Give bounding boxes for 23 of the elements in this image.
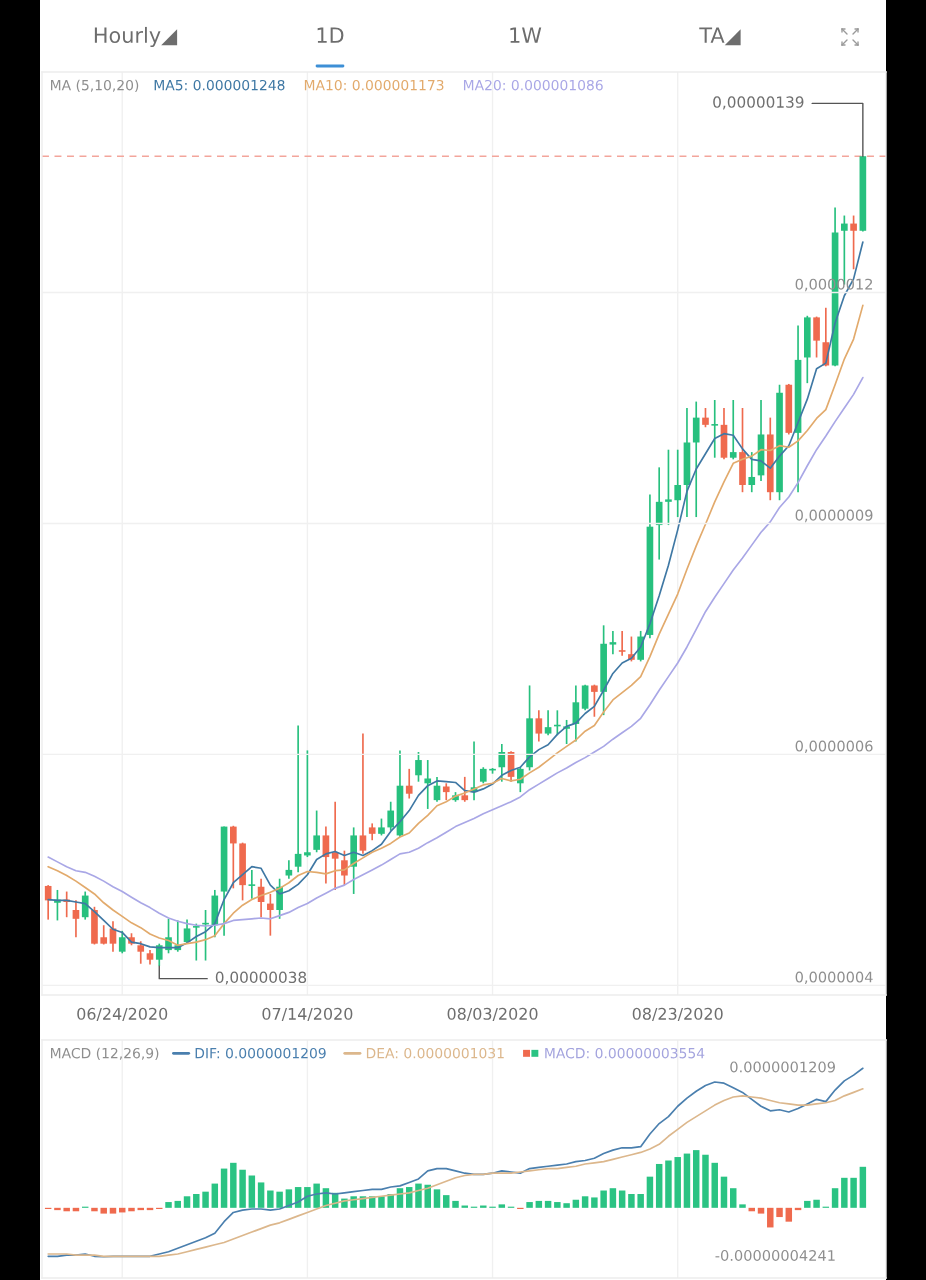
text: MA20: 0.000001086	[463, 79, 603, 91]
legend-title: MACD (12,26,9)	[51, 1047, 159, 1061]
annotation: 0,00000038	[215, 971, 307, 985]
text: Hourly◢	[94, 26, 178, 48]
legend-label: DIF: 0.0000001209	[195, 1047, 326, 1059]
y-tick-label: 0,0000009	[795, 509, 873, 523]
legend-label: DEA: 0.0000001031	[366, 1047, 504, 1059]
x-tick-label: 08/03/2020	[447, 1007, 538, 1022]
y-tick-label: 0,0000004	[795, 971, 873, 985]
y-tick-label: 0,0000006	[795, 740, 873, 754]
x-tick-label: 07/14/2020	[262, 1007, 353, 1022]
y-tick-label: -0.00000004241	[715, 1249, 835, 1262]
x-tick-label: 06/24/2020	[77, 1007, 168, 1022]
text: 1D	[317, 27, 344, 43]
text: TA◢	[699, 27, 741, 46]
text: MA10: 0.000001173	[304, 79, 444, 91]
text: MA5: 0.000001248	[154, 79, 285, 91]
x-tick-label: 08/23/2020	[632, 1007, 723, 1022]
legend-label: MACD: 0.00000003554	[545, 1047, 705, 1059]
text: 1W	[510, 27, 542, 43]
annotation: 0,00000139	[713, 96, 804, 110]
legend-title: MA (5,10,20)	[51, 79, 139, 93]
y-tick-label: 0.0000001209	[730, 1061, 835, 1073]
